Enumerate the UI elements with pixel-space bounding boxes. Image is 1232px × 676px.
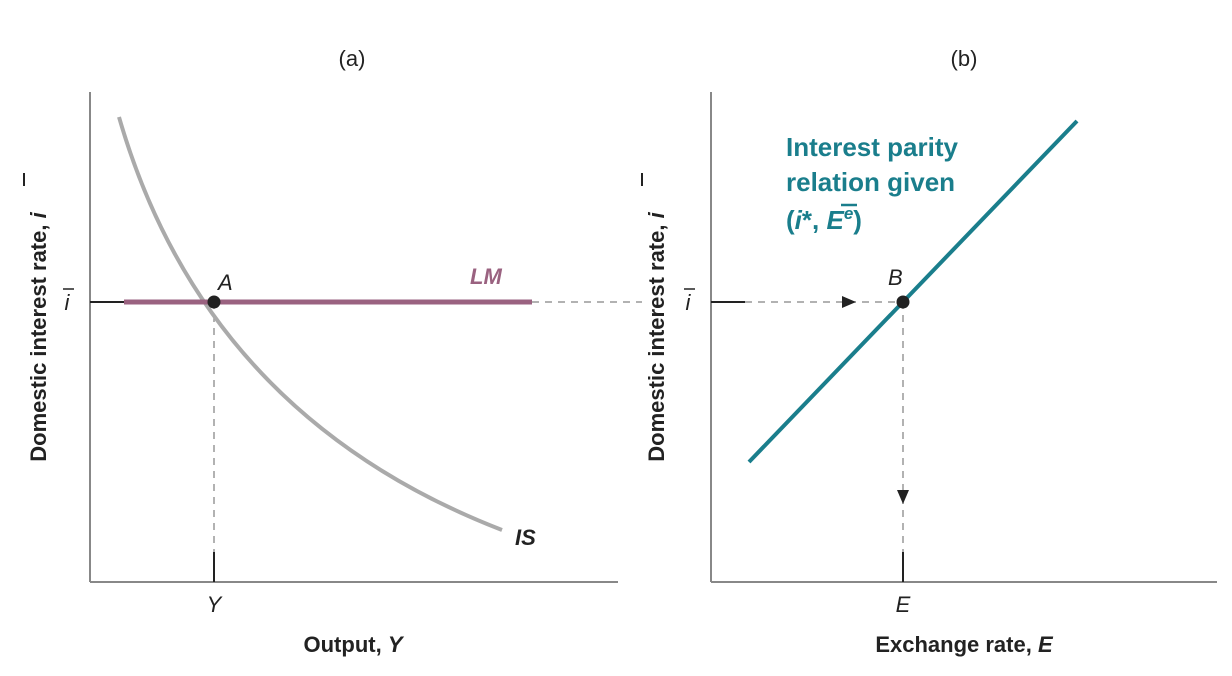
ip-star: *, [802, 205, 827, 235]
panel-a-xlabel-var: Y [388, 632, 405, 657]
point-a-label: A [216, 270, 233, 295]
panel-b: (b) Domestic interest rate, i i E Exchan… [641, 46, 1217, 657]
ip-close-paren: ) [853, 205, 862, 235]
panel-a-x-tick-label: Y [207, 592, 223, 617]
right-arrow-icon [842, 296, 856, 308]
panel-a-ylabel-var: i [26, 211, 51, 218]
interest-parity-label-line1: Interest parity [786, 132, 958, 162]
panel-a-label: (a) [339, 46, 366, 71]
interest-parity-label-line2: relation given [786, 167, 955, 197]
panel-a-y-axis-title: Domestic interest rate, i [26, 211, 51, 461]
panel-a: (a) Domestic interest rate, i i Output, … [23, 46, 618, 657]
panel-b-ylabel-text: Domestic interest rate, [644, 218, 669, 461]
panel-b-y-axis-title: Domestic interest rate, i [644, 211, 669, 461]
interest-parity-label-line3: (i*, Ee) [786, 204, 862, 235]
is-label: IS [515, 525, 536, 550]
panel-b-xlabel-text: Exchange rate, [875, 632, 1038, 657]
point-b [896, 295, 910, 309]
panel-b-x-tick-label: E [896, 592, 911, 617]
panel-b-label: (b) [951, 46, 978, 71]
panel-b-x-axis-title: Exchange rate, E [875, 632, 1054, 657]
is-curve [117, 116, 503, 532]
panel-a-x-axis-title: Output, Y [304, 632, 405, 657]
panel-b-xlabel-var: E [1038, 632, 1054, 657]
ip-open-paren: ( [786, 205, 795, 235]
panel-a-xlabel-text: Output, [304, 632, 388, 657]
panel-b-y-tick-label: i [686, 290, 692, 315]
interest-parity-curve [747, 119, 1079, 464]
lm-label: LM [470, 264, 502, 289]
point-a [207, 295, 221, 309]
ip-i-star: i [795, 205, 803, 235]
down-arrow-icon [897, 490, 909, 504]
ip-expected-e: E [826, 205, 844, 235]
point-b-label: B [888, 265, 903, 290]
panel-a-y-tick-label: i [65, 290, 71, 315]
ip-superscript-e: e [844, 204, 853, 223]
panel-a-ylabel-text: Domestic interest rate, [26, 218, 51, 461]
panel-b-ylabel-var: i [644, 211, 669, 218]
